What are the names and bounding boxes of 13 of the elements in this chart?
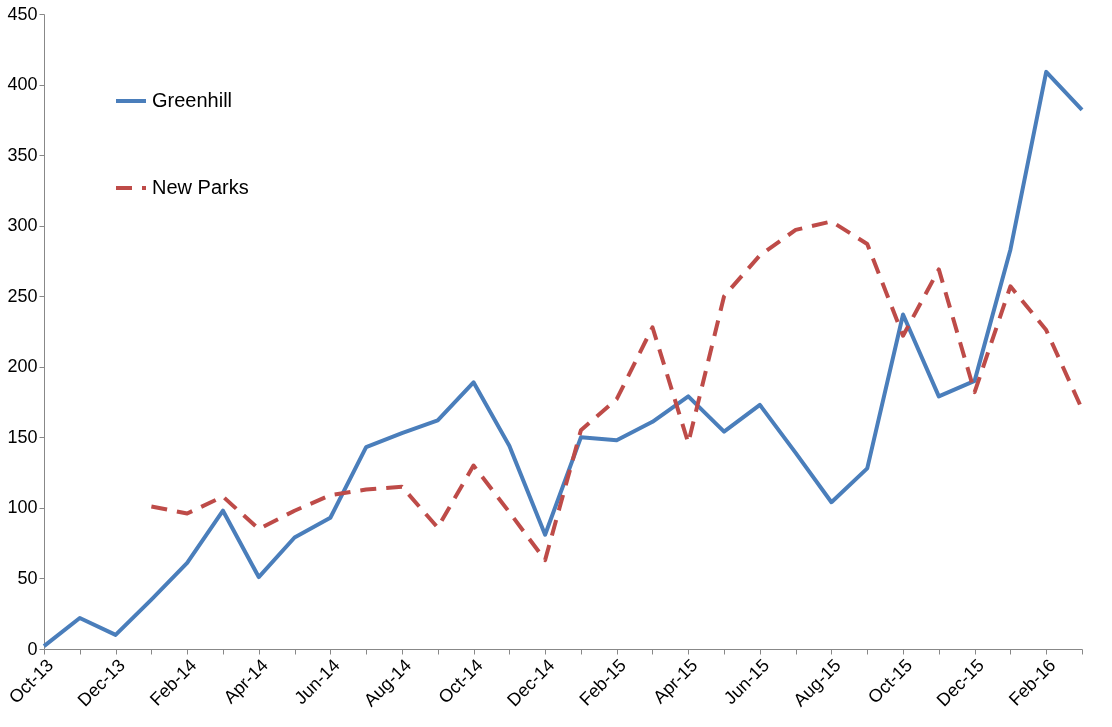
y-tick-label: 200 [7, 356, 38, 377]
y-tick-label: 450 [7, 3, 38, 24]
y-tick-label: 400 [7, 74, 38, 95]
y-tick-label: 150 [7, 426, 38, 447]
line-series [149, 219, 1084, 563]
y-tick-label: 250 [7, 285, 38, 306]
y-tick-label: 50 [17, 567, 38, 588]
y-tick-label: 0 [27, 638, 38, 659]
y-tick-label: 100 [7, 497, 38, 518]
legend-label: Greenhill [152, 89, 233, 111]
y-tick-label: 300 [7, 215, 38, 236]
y-tick-label: 350 [7, 144, 38, 165]
legend-label: New Parks [152, 176, 249, 198]
